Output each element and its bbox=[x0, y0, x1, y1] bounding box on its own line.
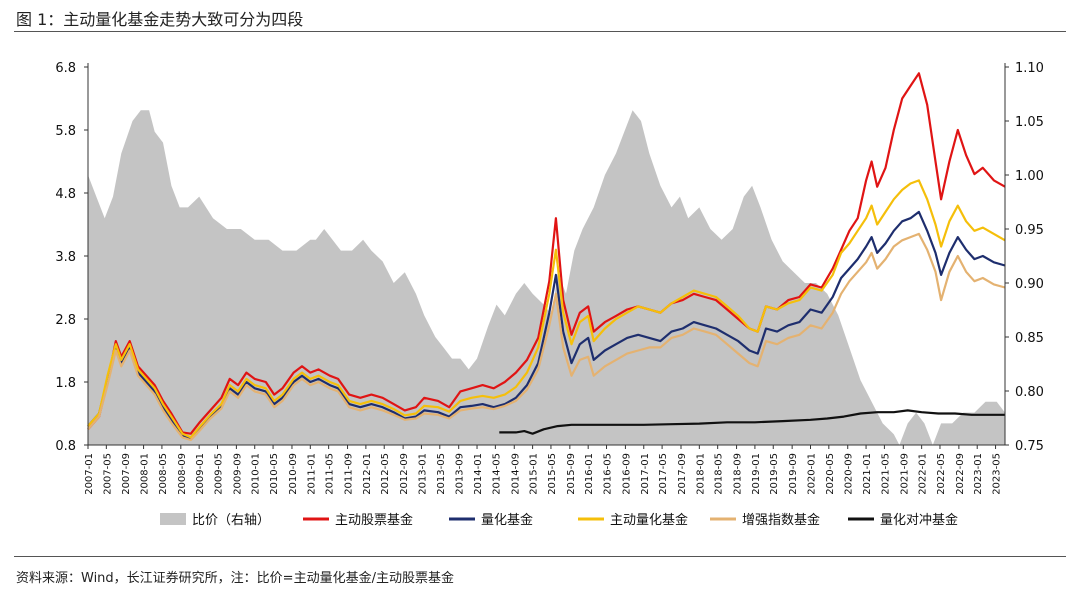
top-rule bbox=[14, 31, 1066, 32]
y-right-tick-label: 0.85 bbox=[1015, 331, 1044, 346]
x-tick-label: 2021-05 bbox=[880, 453, 891, 495]
y-left-tick-label: 6.8 bbox=[55, 61, 76, 76]
line-layer bbox=[87, 72, 1006, 442]
x-tick-label: 2015-01 bbox=[529, 453, 540, 495]
x-tick-label: 2008-09 bbox=[177, 453, 188, 495]
x-tick-label: 2017-09 bbox=[677, 453, 688, 495]
legend-label: 增强指数基金 bbox=[742, 512, 820, 528]
x-tick-label: 2009-05 bbox=[213, 453, 224, 495]
x-tick-label: 2009-01 bbox=[195, 453, 206, 495]
x-tick-label: 2012-09 bbox=[399, 453, 410, 495]
series-line-1 bbox=[87, 72, 1006, 435]
chart: 0.8 1.8 2.8 3.8 4.8 5.8 6.8 0.75 0.80 0.85 0.90 0.9… bbox=[55, 61, 1044, 528]
y-right-tick-label: 0.75 bbox=[1015, 439, 1044, 454]
series-line-3 bbox=[87, 179, 1006, 439]
bottom-rule bbox=[14, 556, 1066, 557]
x-tick-label: 2016-01 bbox=[584, 453, 595, 495]
x-tick-label: 2015-05 bbox=[547, 453, 558, 495]
y-right-tick-label: 1.05 bbox=[1015, 115, 1044, 130]
legend-swatch bbox=[160, 513, 186, 525]
x-tick-label: 2010-01 bbox=[251, 453, 262, 495]
y-right-tick-label: 1.00 bbox=[1015, 169, 1044, 184]
x-tick-label: 2016-05 bbox=[603, 453, 614, 495]
y-left-tick-label: 5.8 bbox=[55, 124, 76, 139]
x-tick-label: 2010-05 bbox=[269, 453, 280, 495]
x-tick-label: 2017-01 bbox=[640, 453, 651, 495]
legend-label: 主动量化基金 bbox=[610, 512, 688, 528]
x-tick-label: 2007-09 bbox=[121, 453, 132, 495]
x-tick-label: 2019-01 bbox=[751, 453, 762, 495]
x-tick-label: 2020-05 bbox=[825, 453, 836, 495]
x-tick-label: 2008-05 bbox=[158, 453, 169, 495]
x-tick-label: 2011-05 bbox=[325, 453, 336, 495]
x-tick-label: 2016-09 bbox=[621, 453, 632, 495]
y-right-tick-label: 0.80 bbox=[1015, 385, 1044, 400]
x-tick-label: 2021-01 bbox=[862, 453, 873, 495]
x-tick-label: 2023-05 bbox=[992, 453, 1003, 495]
x-tick-label: 2014-01 bbox=[473, 453, 484, 495]
legend: 比价（右轴） 主动股票基金 量化基金 主动量化基金 增强指数基金 量化对冲基金 bbox=[160, 512, 958, 528]
legend-label: 主动股票基金 bbox=[335, 512, 413, 528]
x-tick-label: 2013-01 bbox=[417, 453, 428, 495]
y-left-tick-label: 0.8 bbox=[55, 439, 76, 454]
y-left-tick-label: 1.8 bbox=[55, 376, 76, 391]
x-tick-label: 2022-05 bbox=[936, 453, 947, 495]
x-tick-label: 2011-09 bbox=[344, 453, 355, 495]
x-tick-label: 2018-05 bbox=[714, 453, 725, 495]
x-tick-label: 2022-09 bbox=[955, 453, 966, 495]
x-tick-label: 2009-09 bbox=[232, 453, 243, 495]
area-layer bbox=[88, 110, 1005, 445]
x-tick-label: 2013-09 bbox=[455, 453, 466, 495]
x-tick-label: 2008-01 bbox=[140, 453, 151, 495]
series-line-5 bbox=[499, 409, 1005, 435]
series-line-4 bbox=[87, 232, 1006, 442]
x-tick-label: 2012-01 bbox=[362, 453, 373, 495]
x-tick-label: 2019-05 bbox=[769, 453, 780, 495]
y-left-tick-label: 2.8 bbox=[55, 313, 76, 328]
x-tick-label: 2021-09 bbox=[899, 453, 910, 495]
x-tick-label: 2011-01 bbox=[306, 453, 317, 495]
figure-title: 图 1：主动量化基金走势大致可分为四段 bbox=[16, 10, 304, 29]
x-tick-label: 2015-09 bbox=[566, 453, 577, 495]
x-tick-label: 2018-01 bbox=[695, 453, 706, 495]
x-tick-label: 2022-01 bbox=[918, 453, 929, 495]
x-tick-label: 2007-05 bbox=[102, 453, 113, 495]
x-tick-label: 2012-05 bbox=[380, 453, 391, 495]
x-tick-label: 2007-01 bbox=[84, 453, 95, 495]
x-tick-label: 2014-09 bbox=[510, 453, 521, 495]
legend-label: 量化对冲基金 bbox=[880, 512, 958, 528]
x-tick-label: 2017-05 bbox=[658, 453, 669, 495]
x-tick-label: 2020-09 bbox=[844, 453, 855, 495]
y-left-tick-label: 4.8 bbox=[55, 187, 76, 202]
x-tick-label: 2014-05 bbox=[491, 453, 502, 495]
x-tick-label: 2013-05 bbox=[436, 453, 447, 495]
source-note: 资料来源：Wind，长江证券研究所，注：比价=主动量化基金/主动股票基金 bbox=[16, 571, 454, 586]
axis-layer: 0.8 1.8 2.8 3.8 4.8 5.8 6.8 0.75 0.80 0.85 0.90 0.9… bbox=[55, 61, 1044, 495]
y-left-tick-label: 3.8 bbox=[55, 250, 76, 265]
y-right-tick-label: 0.95 bbox=[1015, 223, 1044, 238]
y-right-tick-label: 0.90 bbox=[1015, 277, 1044, 292]
x-tick-label: 2010-09 bbox=[288, 453, 299, 495]
legend-label: 比价（右轴） bbox=[192, 513, 270, 528]
series-area-ratio bbox=[88, 110, 1005, 445]
y-right-tick-label: 1.10 bbox=[1015, 61, 1044, 76]
legend-label: 量化基金 bbox=[481, 512, 533, 528]
series-line-2 bbox=[87, 210, 1006, 440]
x-tick-label: 2019-09 bbox=[788, 453, 799, 495]
x-tick-label: 2020-01 bbox=[806, 453, 817, 495]
x-tick-label: 2018-09 bbox=[733, 453, 744, 495]
x-tick-label: 2023-01 bbox=[973, 453, 984, 495]
